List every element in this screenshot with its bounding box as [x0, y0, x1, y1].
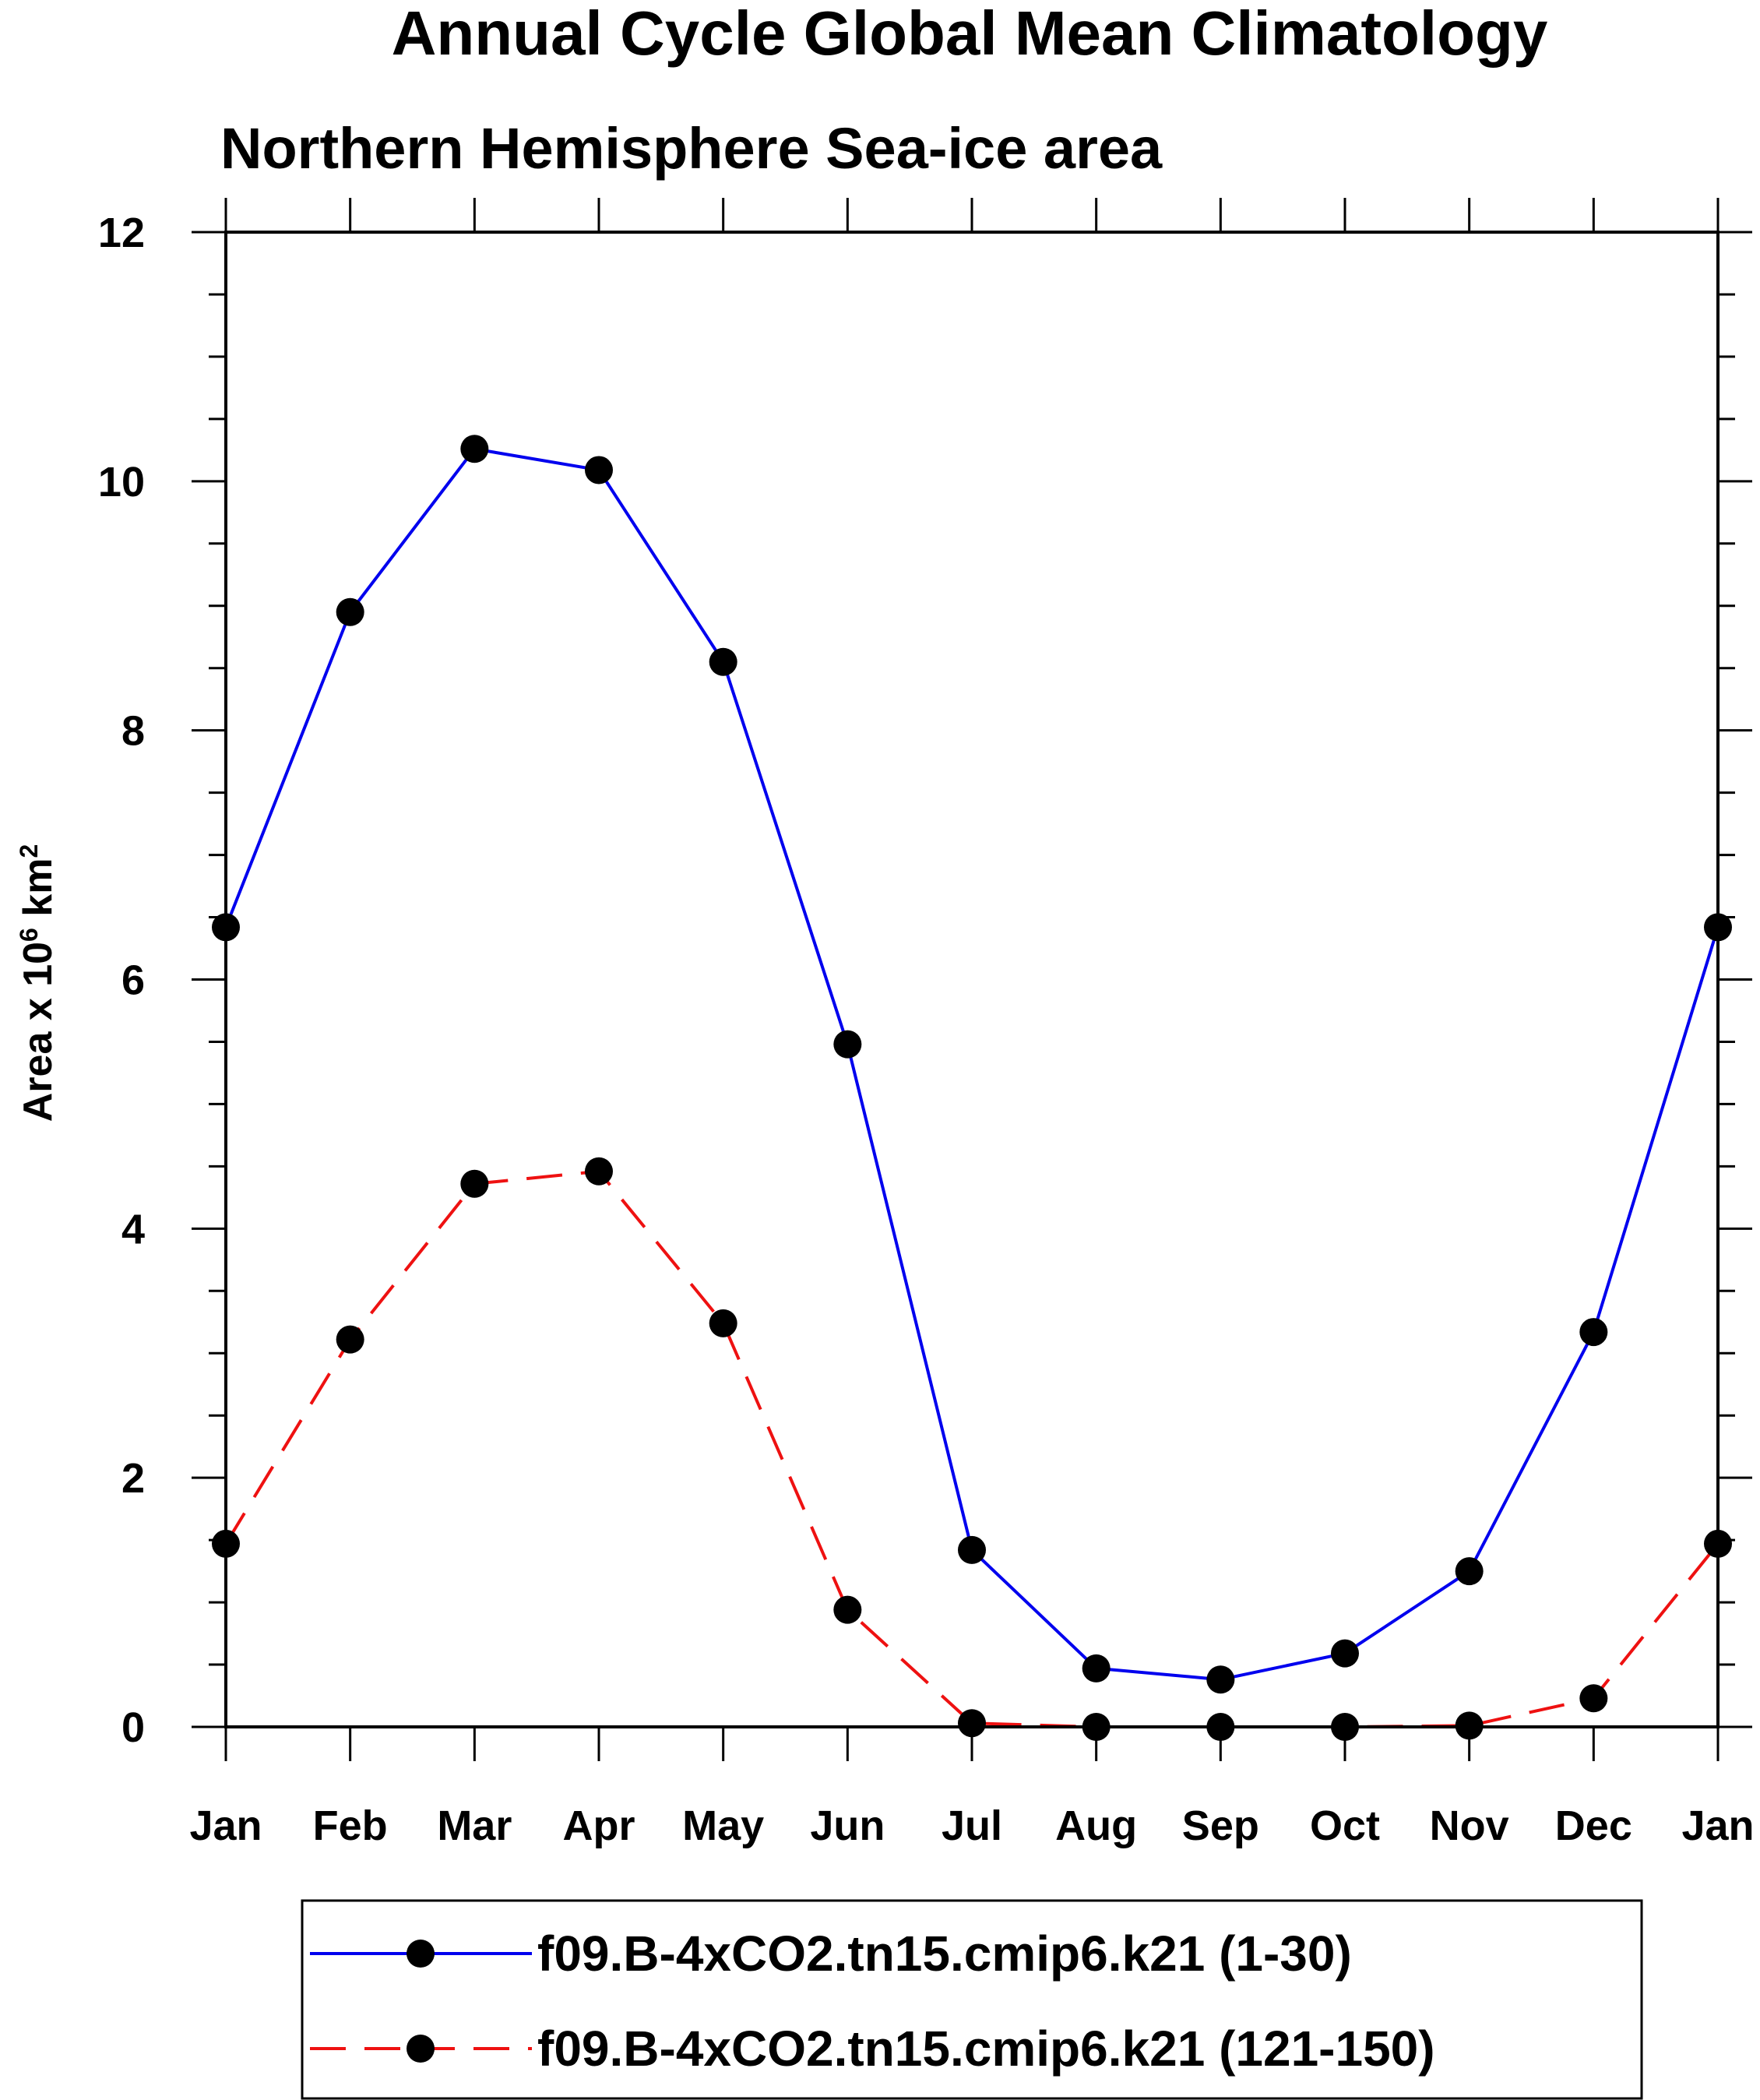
x-tick-label: Feb	[313, 1802, 388, 1849]
data-point	[460, 1169, 489, 1198]
x-tick-label: Jan	[189, 1802, 262, 1849]
chart-title: Annual Cycle Global Mean Climatology	[392, 0, 1548, 68]
data-point	[1579, 1318, 1608, 1347]
y-tick-label: 2	[121, 1455, 145, 1502]
data-point	[958, 1535, 986, 1564]
legend-marker-blue	[407, 1940, 435, 1968]
data-point	[709, 1309, 737, 1337]
x-tick-label: May	[682, 1802, 764, 1849]
data-point	[1082, 1654, 1111, 1682]
legend-label-blue: f09.B-4xCO2.tn15.cmip6.k21 (1-30)	[537, 1926, 1352, 1982]
series-line	[224, 1169, 1720, 1728]
data-point	[585, 1157, 613, 1186]
data-point	[833, 1030, 862, 1059]
x-tick-labels: Jan Feb Mar Apr May Jun Jul Aug Sep Oct Nov Dec Jan	[189, 1802, 1754, 1849]
y-axis-label-text: Area x 10	[16, 942, 61, 1122]
y-tick-labels: 0 2 4 6 8 10 12	[98, 210, 145, 1751]
data-point	[1455, 1557, 1484, 1586]
svg-text:Area x 106 km2: Area x 106 km2	[15, 844, 61, 1122]
x-tick-label: Mar	[437, 1802, 512, 1849]
x-tick-label: Dec	[1555, 1802, 1632, 1849]
data-point	[585, 456, 613, 484]
plot-frame	[224, 231, 1720, 1728]
y-tick-label: 0	[121, 1704, 145, 1751]
data-point	[336, 597, 364, 626]
y-tick-label: 8	[121, 708, 145, 755]
y-tick-label: 12	[98, 210, 145, 256]
x-tick-label: Apr	[563, 1802, 635, 1849]
series-1	[212, 435, 1732, 1694]
x-tick-label: Nov	[1430, 1802, 1509, 1849]
legend-label-red: f09.B-4xCO2.tn15.cmip6.k21 (121-150)	[537, 2021, 1435, 2077]
data-point	[958, 1709, 986, 1738]
data-series	[212, 435, 1732, 1741]
data-point	[833, 1595, 862, 1624]
data-point	[336, 1325, 364, 1354]
data-point	[1206, 1665, 1235, 1694]
x-tick-label: Jul	[942, 1802, 1002, 1849]
chart-subtitle: Northern Hemisphere Sea-ice area	[220, 116, 1163, 181]
y-axis-label-sup1: 6	[15, 928, 43, 942]
y-tick-label: 6	[121, 957, 145, 1004]
legend: f09.B-4xCO2.tn15.cmip6.k21 (1-30) f09.B-…	[301, 1899, 1643, 2100]
legend-box	[301, 1899, 1643, 2100]
data-point	[1331, 1639, 1359, 1668]
legend-marker-red	[407, 2035, 435, 2063]
data-point	[1579, 1684, 1608, 1713]
series-2	[212, 1157, 1732, 1741]
y-axis-label-unit: km	[16, 858, 61, 928]
y-tick-label: 10	[98, 459, 145, 506]
y-axis-label: Area x 106 km2	[15, 844, 61, 1122]
axis-ticks	[192, 198, 1752, 1761]
data-point	[460, 435, 489, 463]
x-tick-label: Jan	[1681, 1802, 1754, 1849]
x-tick-label: Oct	[1310, 1802, 1380, 1849]
x-tick-label: Aug	[1055, 1802, 1137, 1849]
y-axis-label-sup2: 2	[15, 844, 43, 858]
x-tick-label: Jun	[810, 1802, 885, 1849]
x-tick-label: Sep	[1182, 1802, 1259, 1849]
data-point	[709, 647, 737, 676]
y-tick-label: 4	[121, 1206, 145, 1253]
series-line	[224, 447, 1720, 1682]
